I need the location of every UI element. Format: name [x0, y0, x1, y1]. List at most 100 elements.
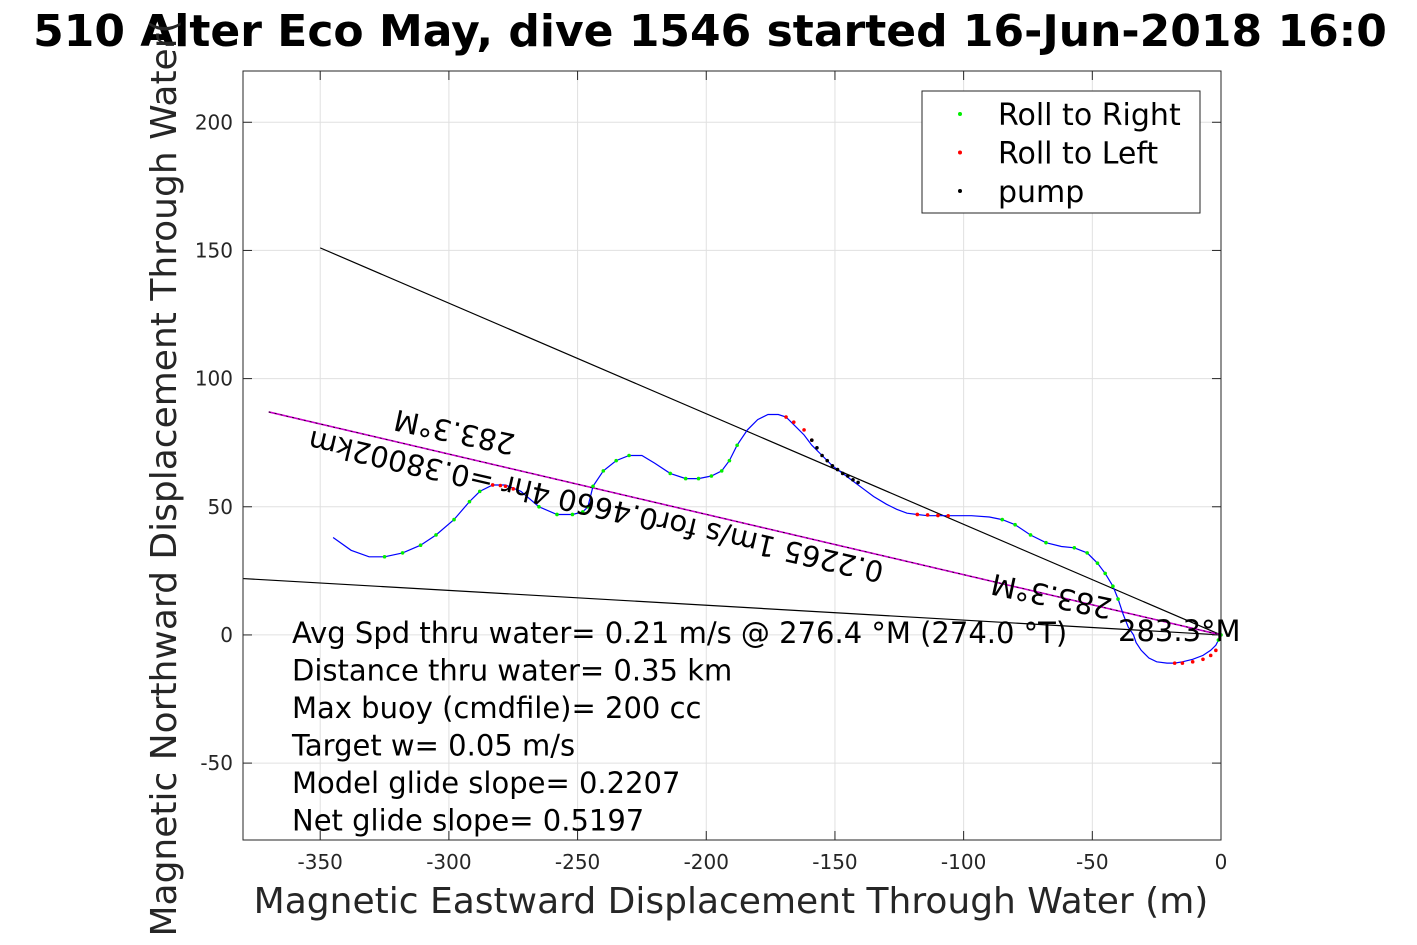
heading-line-dots — [268, 411, 1222, 636]
roll-left-point — [490, 483, 495, 487]
legend-label-0: Roll to Right — [998, 98, 1181, 133]
pump-point — [825, 458, 830, 463]
roll-left-point — [498, 483, 503, 488]
roll-right-point — [1111, 584, 1115, 589]
annotation-line-1: Distance thru water= 0.35 km — [292, 654, 732, 688]
x-tick-label: -100 — [941, 850, 986, 874]
annotation-line-2: Max buoy (cmdfile)= 200 cc — [292, 691, 701, 725]
roll-left-point — [1190, 660, 1195, 664]
plot-frame — [242, 70, 1222, 841]
roll-right-point — [1044, 540, 1048, 545]
legend-label-1: Roll to Left — [998, 137, 1158, 172]
x-tick-label: -300 — [426, 850, 471, 874]
roll-left-point — [1172, 661, 1177, 665]
pump-point — [856, 480, 860, 485]
roll-right-point — [586, 504, 590, 509]
roll-left-point — [784, 415, 788, 419]
roll-right-point — [1085, 551, 1089, 555]
roll-right-point — [1103, 571, 1107, 576]
roll-right-point — [434, 533, 438, 537]
x-axis-label: Magnetic Eastward Displacement Through W… — [254, 881, 1209, 922]
chart-title: 510 Alter Eco May, dive 1546 started 16-… — [33, 6, 1387, 57]
pump-point — [815, 446, 819, 450]
roll-right-point — [601, 469, 606, 473]
pump-point — [830, 463, 835, 468]
legend-marker-2 — [958, 189, 962, 193]
roll-right-point — [735, 443, 739, 448]
roll-right-point — [591, 484, 595, 489]
annotation-line-4: Model glide slope= 0.2207 — [292, 766, 680, 800]
roll-right-point — [382, 554, 387, 559]
y-axis-label: Magnetic Northward Displacement Through … — [144, 19, 185, 936]
roll-right-point — [452, 517, 456, 522]
roll-left-point — [1208, 653, 1213, 658]
roll-right-point — [727, 458, 732, 463]
roll-left-point — [511, 487, 516, 491]
roll-left-point — [1201, 657, 1205, 662]
y-tick-label: 100 — [195, 367, 233, 391]
roll-left-point — [915, 512, 920, 517]
roll-right-point — [709, 474, 714, 478]
y-tick-label: -50 — [200, 751, 233, 775]
cone-line-1 — [242, 577, 1222, 636]
roll-left-point — [503, 484, 508, 489]
pump-point — [846, 474, 850, 478]
roll-right-point — [580, 510, 585, 514]
x-tick-label: -50 — [1076, 850, 1109, 874]
overlay-heading-label: 283.3°M — [1118, 614, 1241, 648]
series-layer — [242, 247, 1223, 665]
roll-left-point — [802, 428, 806, 432]
y-tick-label: 50 — [208, 495, 233, 519]
roll-right-point — [614, 458, 618, 463]
pump-point — [840, 471, 845, 476]
roll-right-point — [1013, 522, 1017, 527]
y-tick-label: 0 — [220, 623, 233, 647]
annotation-block: Avg Spd thru water= 0.21 m/s @ 276.4 °M … — [291, 614, 1241, 838]
y-tick-label: 200 — [195, 110, 233, 134]
legend-marker-1 — [958, 150, 962, 155]
roll-right-point — [1028, 533, 1033, 537]
cone-line-0 — [319, 247, 1222, 636]
legend-marker-0 — [958, 112, 962, 116]
roll-right-point — [570, 512, 575, 517]
roll-right-point — [537, 504, 541, 509]
annotation-line-5: Net glide slope= 0.5197 — [292, 804, 644, 838]
roll-right-point — [400, 551, 405, 555]
pump-point — [835, 467, 840, 472]
pump-point — [851, 478, 855, 482]
roll-left-point — [946, 513, 950, 518]
roll-right-point — [668, 471, 673, 476]
roll-right-point — [719, 469, 724, 473]
legend-label-2: pump — [998, 175, 1084, 210]
roll-right-point — [683, 476, 688, 481]
y-tick-label: 150 — [195, 238, 233, 262]
x-tick-label: -150 — [812, 850, 857, 874]
roll-left-point — [791, 420, 796, 424]
roll-right-point — [467, 499, 472, 504]
x-tick-label: -350 — [298, 850, 343, 874]
pump-point — [809, 438, 814, 442]
roll-right-point — [1095, 561, 1100, 565]
roll-left-point — [925, 513, 930, 517]
roll-left-point — [936, 513, 940, 518]
x-tick-label: -250 — [555, 850, 600, 874]
x-tick-label: 0 — [1215, 850, 1228, 874]
roll-right-point — [696, 476, 701, 481]
pump-point — [820, 453, 824, 458]
roll-right-point — [627, 453, 631, 458]
legend-box — [921, 90, 1201, 214]
roll-right-point — [1072, 545, 1077, 550]
x-tick-label: -200 — [684, 850, 729, 874]
roll-left-point — [1180, 661, 1185, 665]
roll-left-point — [1214, 648, 1218, 653]
annotation-line-3: Target w= 0.05 m/s — [291, 729, 575, 763]
roll-right-point — [555, 512, 559, 517]
roll-right-point — [1216, 638, 1221, 642]
roll-right-point — [1116, 597, 1120, 601]
roll-right-point — [477, 489, 482, 494]
roll-right-point — [1000, 517, 1005, 522]
axis-ticks: -350 -300 -250 -200 -150 -100 -50 0 -50 0 50 100 150… — [195, 71, 1228, 874]
roll-right-point — [418, 543, 423, 548]
